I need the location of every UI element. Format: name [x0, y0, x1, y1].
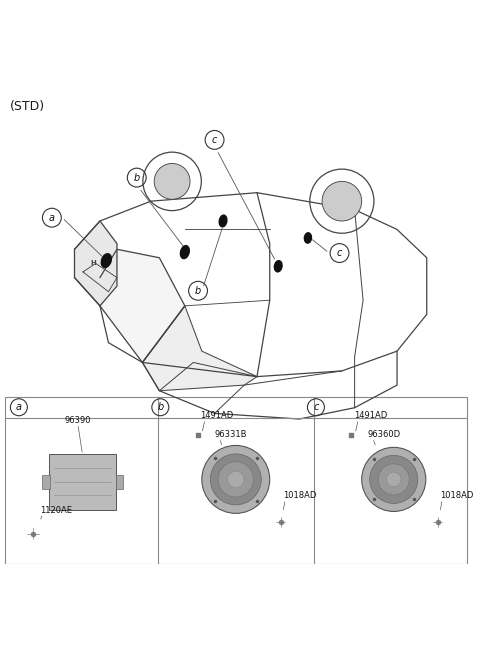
Circle shape: [210, 454, 261, 505]
Polygon shape: [143, 306, 257, 391]
Ellipse shape: [275, 261, 282, 272]
Text: 96390: 96390: [64, 416, 91, 425]
Circle shape: [202, 445, 270, 513]
Text: c: c: [337, 248, 342, 258]
Circle shape: [322, 181, 361, 221]
Circle shape: [361, 447, 426, 511]
Text: b: b: [157, 402, 164, 412]
Text: 1018AD: 1018AD: [440, 491, 473, 501]
Text: 96360D: 96360D: [368, 430, 401, 439]
Text: 1018AD: 1018AD: [283, 491, 316, 501]
Circle shape: [378, 464, 409, 495]
Text: b: b: [133, 173, 140, 183]
Ellipse shape: [180, 246, 189, 259]
Circle shape: [228, 471, 244, 487]
Text: 1491AD: 1491AD: [201, 411, 234, 420]
Ellipse shape: [304, 233, 312, 243]
Ellipse shape: [101, 254, 111, 267]
Bar: [42, 474, 49, 489]
Text: (STD): (STD): [10, 100, 45, 113]
Text: H: H: [91, 260, 96, 267]
FancyBboxPatch shape: [5, 397, 467, 564]
Text: 1491AD: 1491AD: [354, 411, 387, 420]
Text: c: c: [212, 135, 217, 145]
Circle shape: [218, 462, 253, 497]
Text: a: a: [49, 213, 55, 223]
Text: 1120AE: 1120AE: [40, 505, 72, 514]
Text: 96331B: 96331B: [215, 430, 247, 439]
Polygon shape: [74, 221, 117, 306]
FancyBboxPatch shape: [48, 454, 117, 510]
Ellipse shape: [219, 215, 227, 227]
Text: b: b: [195, 286, 201, 296]
Bar: [116, 474, 123, 489]
Polygon shape: [100, 249, 185, 363]
Text: a: a: [16, 402, 22, 412]
Circle shape: [154, 164, 190, 199]
Circle shape: [386, 472, 401, 487]
Circle shape: [370, 455, 418, 503]
Text: c: c: [313, 402, 319, 412]
